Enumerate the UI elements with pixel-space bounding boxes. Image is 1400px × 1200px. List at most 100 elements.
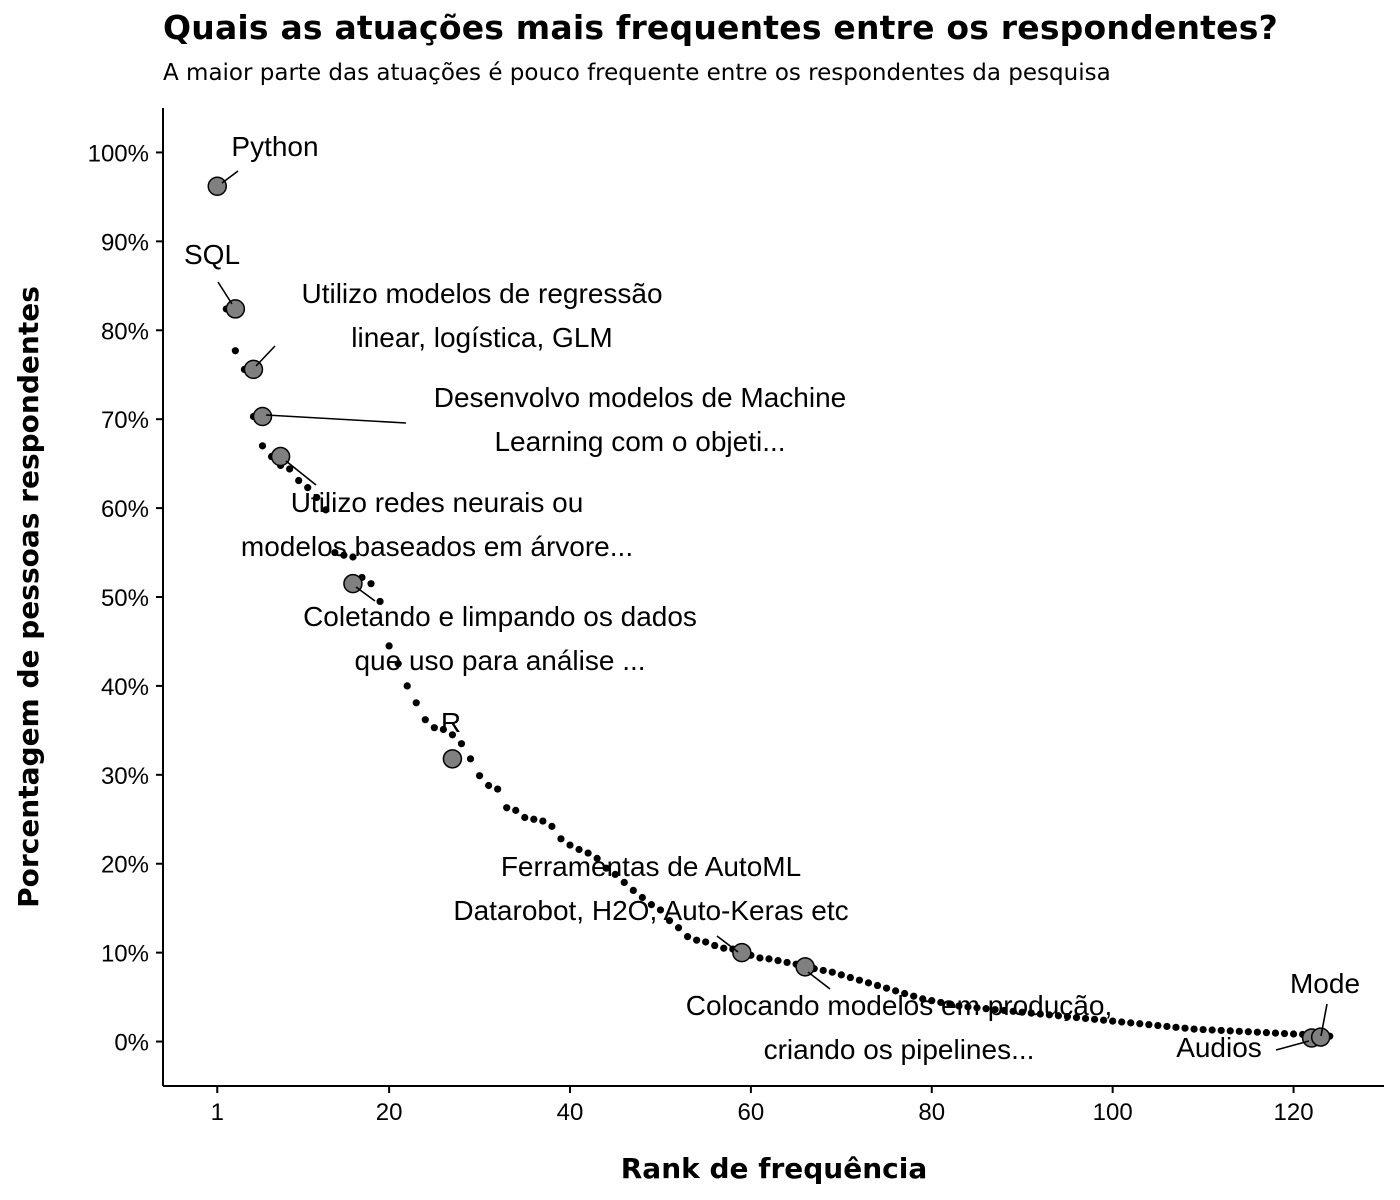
annotation-leader	[716, 935, 739, 953]
data-point	[566, 841, 574, 849]
y-tick-label: 50%	[101, 585, 149, 612]
highlighted-points	[207, 176, 1331, 1048]
annotation-label: Mode	[1290, 968, 1360, 999]
y-tick-label: 70%	[101, 407, 149, 434]
data-point	[548, 822, 556, 830]
y-tick-label: 10%	[101, 941, 149, 968]
x-tick-label: 20	[376, 1099, 403, 1126]
data-point	[1009, 1007, 1017, 1015]
x-tick-label: 100	[1093, 1099, 1133, 1126]
data-point	[665, 917, 674, 925]
data-point	[774, 957, 782, 965]
data-point	[1018, 1008, 1026, 1016]
data-point	[629, 886, 637, 895]
data-point	[412, 699, 420, 707]
data-point	[693, 936, 701, 944]
data-point	[475, 772, 484, 780]
data-point	[430, 724, 438, 732]
data-point	[1199, 1025, 1207, 1034]
annotations: Python SQL Utilizo modelos de regressão lin…	[184, 131, 1360, 1065]
annotation-leader	[265, 414, 407, 424]
data-point	[1027, 1009, 1035, 1017]
y-axis-title: Porcentagem de pessoas respondentes	[12, 286, 45, 908]
data-point	[964, 1003, 972, 1011]
annotation-leader	[355, 586, 376, 602]
data-point	[837, 971, 845, 979]
data-point	[919, 995, 927, 1003]
highlighted-point	[207, 176, 228, 196]
x-tick-label: 120	[1274, 1099, 1314, 1126]
y-tick-label: 100%	[88, 140, 149, 167]
data-point	[620, 878, 628, 886]
highlighted-point	[225, 299, 246, 319]
data-point	[602, 864, 610, 872]
data-point	[385, 642, 393, 650]
data-point	[376, 597, 384, 606]
data-point	[448, 731, 457, 739]
chart-title: Quais as atuações mais frequentes entre …	[163, 8, 1278, 47]
data-point	[720, 944, 728, 952]
data-point	[1163, 1022, 1171, 1031]
data-point	[521, 813, 529, 822]
annotation-label: modelos baseados em árvore...	[241, 531, 633, 562]
data-point	[819, 966, 827, 975]
data-point	[674, 924, 683, 932]
data-point	[982, 1005, 990, 1013]
annotation-label: Learning com o objeti...	[494, 426, 785, 457]
annotation-leader	[1275, 1040, 1310, 1051]
data-point	[1054, 1012, 1062, 1020]
data-point	[1063, 1013, 1072, 1021]
data-point	[584, 849, 592, 857]
data-point	[928, 997, 936, 1005]
data-point	[1217, 1026, 1225, 1035]
data-point	[1127, 1019, 1135, 1027]
y-tick-label: 80%	[101, 318, 149, 345]
annotation-label: que uso para análise ...	[354, 645, 645, 676]
x-tick-label: 40	[557, 1099, 584, 1126]
annotation-label: Utilizo redes neurais ou	[291, 487, 584, 518]
chart-subtitle: A maior parte das atuações é pouco frequ…	[163, 60, 1111, 86]
x-tick-label: 60	[738, 1099, 765, 1126]
data-point	[258, 442, 267, 450]
data-point	[340, 551, 348, 559]
data-point	[349, 553, 357, 561]
data-point	[530, 815, 538, 823]
data-point	[828, 968, 836, 976]
data-point	[1208, 1026, 1216, 1034]
data-point	[593, 854, 601, 862]
data-point	[1109, 1017, 1117, 1025]
data-point	[946, 1000, 954, 1008]
data-point	[1289, 1030, 1298, 1038]
data-point	[403, 682, 411, 690]
data-point	[1072, 1013, 1081, 1022]
data-point	[1118, 1018, 1126, 1026]
annotation-leader	[285, 460, 317, 486]
data-point	[1136, 1020, 1144, 1028]
annotation-leader	[807, 971, 831, 990]
data-point	[1100, 1016, 1108, 1024]
data-point	[539, 817, 547, 825]
data-point	[494, 785, 502, 793]
data-point	[466, 755, 475, 763]
data-point	[457, 740, 466, 748]
y-tick-label: 0%	[114, 1030, 149, 1057]
data-point	[1271, 1029, 1280, 1037]
data-point	[1244, 1028, 1252, 1036]
data-point	[873, 981, 882, 990]
data-point	[503, 804, 511, 812]
annotation-label: Utilizo modelos de regressão	[301, 278, 662, 309]
data-point	[846, 973, 854, 982]
data-point	[683, 933, 692, 941]
data-point	[901, 989, 909, 998]
data-point	[575, 845, 583, 854]
data-point	[295, 476, 303, 485]
highlighted-point	[252, 406, 273, 427]
data-point	[322, 506, 330, 514]
highlighted-point	[795, 957, 815, 977]
data-point	[955, 1002, 963, 1010]
data-point	[1190, 1025, 1198, 1033]
data-point	[1262, 1029, 1271, 1037]
data-point	[485, 781, 493, 790]
annotation-label: SQL	[184, 239, 240, 270]
